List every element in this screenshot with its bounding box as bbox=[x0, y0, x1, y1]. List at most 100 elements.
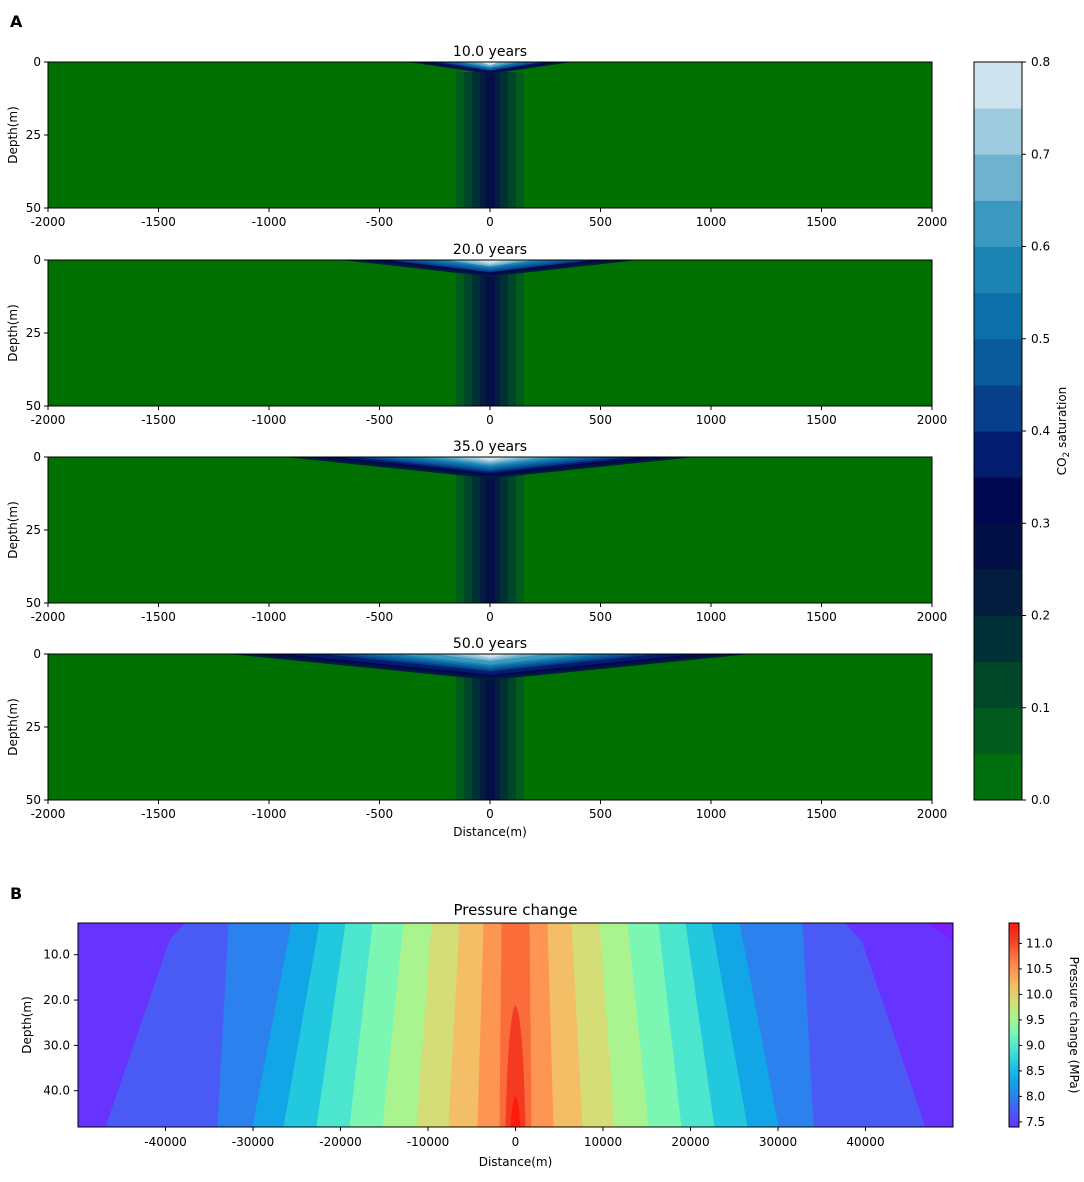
pressure-change-plot: Pressure change -40000 -30000 -20000 -10000 0… bbox=[20, 901, 954, 1169]
x-tick-label: -1500 bbox=[141, 413, 176, 427]
x-axis-label: Distance(m) bbox=[479, 1155, 553, 1169]
y-tick-label: 10.0 bbox=[43, 948, 70, 962]
x-tick-label: 2000 bbox=[917, 215, 948, 229]
colorbar-tick-label: 0.5 bbox=[1031, 332, 1050, 346]
x-tick-label: -1500 bbox=[141, 807, 176, 821]
colorbar-segment bbox=[974, 661, 1022, 709]
pressure-change-colorbar: 7.5 8.0 8.5 9.0 9.5 10.0 10.5 11.0 Pressure chan… bbox=[1008, 922, 1081, 1129]
colorbar-segment bbox=[974, 384, 1022, 432]
y-tick-label: 0 bbox=[33, 647, 41, 661]
colorbar-tick-label: 10.0 bbox=[1026, 987, 1053, 1001]
colorbar-segment bbox=[974, 200, 1022, 247]
colorbar-segment bbox=[974, 431, 1022, 478]
x-tick-label: 1000 bbox=[696, 413, 727, 427]
x-tick-label: 10000 bbox=[584, 1135, 622, 1149]
colorbar-tick-label: 0.1 bbox=[1031, 701, 1050, 715]
y-tick-label: 50 bbox=[26, 596, 41, 610]
x-tick-label: -20000 bbox=[319, 1135, 362, 1149]
colorbar-tick-label: 0.8 bbox=[1031, 55, 1050, 69]
y-tick-label: 0 bbox=[33, 253, 41, 267]
colorbar-segment bbox=[974, 707, 1022, 755]
colorbar-tick-label: 8.5 bbox=[1026, 1064, 1045, 1078]
x-tick-label: 500 bbox=[589, 807, 612, 821]
panel-title: 10.0 years bbox=[453, 44, 527, 60]
x-tick-label: -500 bbox=[366, 215, 393, 229]
panel-title: 20.0 years bbox=[453, 242, 527, 258]
x-tick-label: 0 bbox=[486, 215, 494, 229]
x-tick-label: 20000 bbox=[671, 1135, 709, 1149]
colorbar-segment bbox=[974, 108, 1022, 155]
x-tick-label: 1000 bbox=[696, 215, 727, 229]
saturation-contour bbox=[471, 654, 509, 658]
x-tick-label: -500 bbox=[366, 610, 393, 624]
y-tick-label: 25 bbox=[26, 720, 41, 734]
saturation-panel: 20.0 years-2000 -1500 -1000 -500 0 500 1000 150… bbox=[6, 242, 947, 427]
colorbar-label: CO2 saturation bbox=[1055, 387, 1072, 476]
x-tick-label: -1000 bbox=[252, 610, 287, 624]
colorbar-tick-label: 9.0 bbox=[1026, 1038, 1045, 1052]
saturation-panel: 50.0 years-2000 -1500 -1000 -500 0 500 1000 150… bbox=[6, 636, 947, 821]
y-axis-label: Depth(m) bbox=[20, 996, 34, 1054]
x-tick-label: -500 bbox=[366, 413, 393, 427]
x-tick-label: 500 bbox=[589, 610, 612, 624]
colorbar-tick-label: 0.3 bbox=[1031, 516, 1050, 530]
x-tick-label: 40000 bbox=[846, 1135, 884, 1149]
x-tick-label: 1000 bbox=[696, 610, 727, 624]
y-tick-label: 20.0 bbox=[43, 993, 70, 1007]
x-tick-label: 1500 bbox=[806, 807, 837, 821]
x-tick-label: -2000 bbox=[31, 215, 66, 229]
y-tick-label: 50 bbox=[26, 399, 41, 413]
colorbar-tick-label: 9.5 bbox=[1026, 1013, 1045, 1027]
x-tick-label: -2000 bbox=[31, 807, 66, 821]
x-axis-label: Distance(m) bbox=[453, 825, 527, 839]
saturation-column-band bbox=[485, 72, 495, 208]
y-tick-label: 0 bbox=[33, 450, 41, 464]
x-tick-label: 0 bbox=[486, 807, 494, 821]
colorbar-tick-label: 0.7 bbox=[1031, 147, 1050, 161]
y-axis-label: Depth(m) bbox=[6, 501, 20, 559]
colorbar-tick-label: 0.0 bbox=[1031, 793, 1050, 807]
colorbar-segment bbox=[974, 154, 1022, 201]
x-tick-label: -1000 bbox=[252, 215, 287, 229]
colorbar-frame bbox=[1008, 922, 1020, 1128]
pressure-low-region bbox=[78, 923, 185, 1015]
colorbar-tick-label: 7.5 bbox=[1026, 1115, 1045, 1129]
colorbar-segment bbox=[974, 569, 1022, 616]
x-tick-label: -30000 bbox=[232, 1135, 275, 1149]
x-tick-label: 2000 bbox=[917, 807, 948, 821]
colorbar-segment bbox=[974, 753, 1022, 801]
saturation-contour bbox=[472, 457, 508, 461]
y-axis-label: Depth(m) bbox=[6, 304, 20, 362]
pressure-title: Pressure change bbox=[453, 901, 577, 919]
pressure-low-region bbox=[845, 923, 953, 1025]
x-tick-label: 1500 bbox=[806, 610, 837, 624]
x-tick-label: 30000 bbox=[759, 1135, 797, 1149]
x-tick-label: 1500 bbox=[806, 413, 837, 427]
co2-saturation-colorbar: 0.0 0.1 0.2 0.3 0.4 0.5 0.6 0.7 0.8 CO2 saturatio… bbox=[973, 55, 1072, 807]
saturation-contour bbox=[475, 260, 505, 264]
y-tick-label: 0 bbox=[33, 55, 41, 69]
x-tick-label: 0 bbox=[486, 610, 494, 624]
saturation-contour bbox=[479, 62, 501, 66]
colorbar-segment bbox=[974, 62, 1022, 109]
y-tick-label: 40.0 bbox=[43, 1084, 70, 1098]
y-axis-label: Depth(m) bbox=[6, 698, 20, 756]
colorbar-segment bbox=[974, 477, 1022, 524]
x-tick-label: -1000 bbox=[252, 413, 287, 427]
saturation-panel: 35.0 years-2000 -1500 -1000 -500 0 500 1000 150… bbox=[6, 439, 947, 624]
x-tick-label: -1500 bbox=[141, 215, 176, 229]
colorbar-tick-label: 11.0 bbox=[1026, 936, 1053, 950]
y-tick-label: 50 bbox=[26, 201, 41, 215]
x-tick-label: 2000 bbox=[917, 610, 948, 624]
x-tick-label: 0 bbox=[486, 413, 494, 427]
y-tick-label: 30.0 bbox=[43, 1038, 70, 1052]
pressure-low-region bbox=[928, 923, 953, 940]
x-tick-label: 500 bbox=[589, 413, 612, 427]
panel-label-a: A bbox=[10, 12, 23, 31]
saturation-panel: 10.0 years-2000 -1500 -1000 -500 0 500 1000 150… bbox=[6, 44, 947, 229]
saturation-column-band bbox=[485, 664, 495, 800]
colorbar-segment bbox=[974, 615, 1022, 663]
x-tick-label: -2000 bbox=[31, 610, 66, 624]
y-tick-label: 50 bbox=[26, 793, 41, 807]
